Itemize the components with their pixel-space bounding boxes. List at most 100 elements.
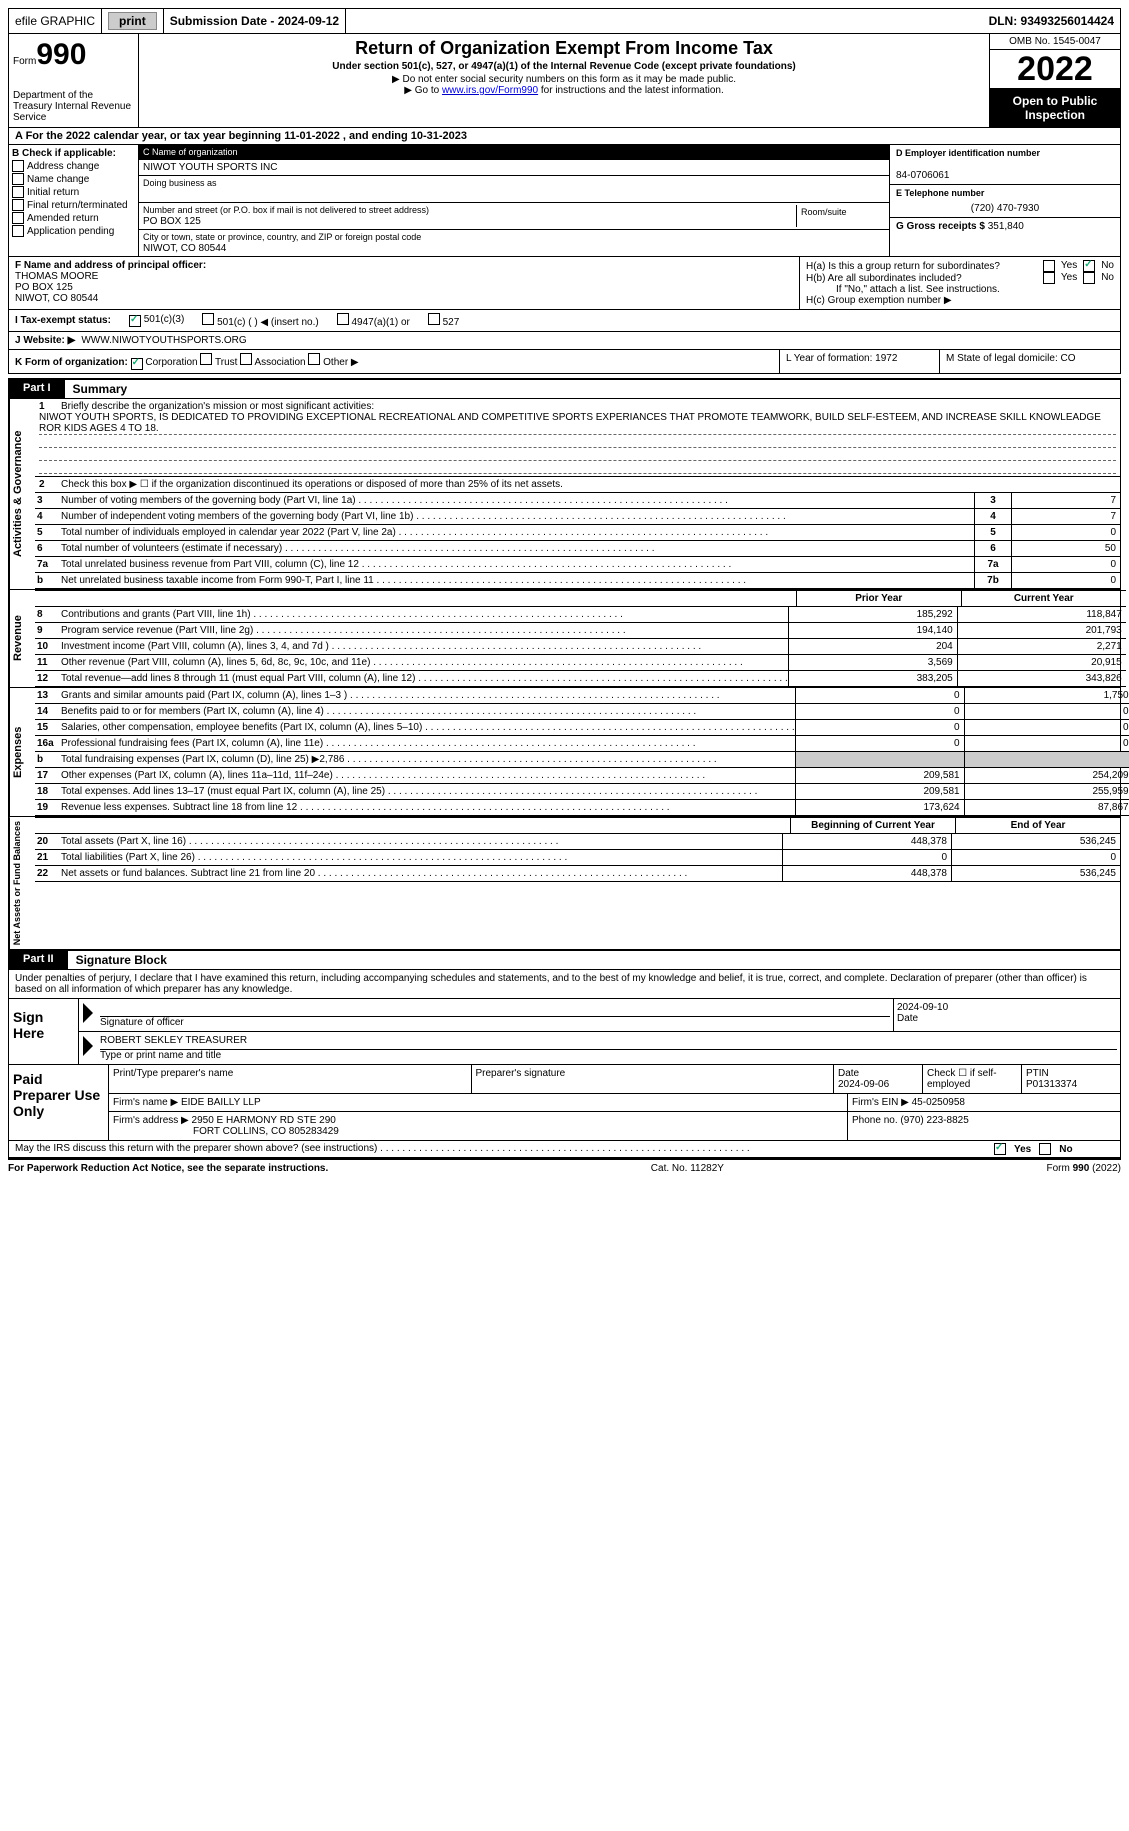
- website-value: WWW.NIWOTYOUTHSPORTS.ORG: [81, 335, 246, 346]
- chk-4947[interactable]: [337, 313, 349, 325]
- print-name-label: Type or print name and title: [100, 1050, 221, 1061]
- city-label: City or town, state or province, country…: [143, 232, 421, 242]
- ha-no[interactable]: [1083, 260, 1095, 272]
- line2-text: Check this box ▶ ☐ if the organization d…: [61, 479, 563, 490]
- sig-date-value: 2024-09-10: [897, 1002, 1117, 1013]
- print-button[interactable]: print: [108, 12, 157, 30]
- chk-527[interactable]: [428, 313, 440, 325]
- discuss-yes-chk[interactable]: [994, 1143, 1006, 1155]
- sig-date-label: Date: [897, 1013, 918, 1024]
- expense-line: 18Total expenses. Add lines 13–17 (must …: [35, 784, 1129, 800]
- top-bar: efile GRAPHIC print Submission Date - 20…: [8, 8, 1121, 34]
- f-label: F Name and address of principal officer:: [15, 260, 206, 271]
- chk-corp[interactable]: [131, 358, 143, 370]
- revenue-line: 11Other revenue (Part VIII, column (A), …: [35, 655, 1126, 671]
- ha-label: H(a) Is this a group return for subordin…: [806, 261, 1000, 272]
- klm-row: K Form of organization: Corporation Trus…: [8, 350, 1121, 374]
- chk-501c[interactable]: [202, 313, 214, 325]
- firm-ein-value: 45-0250958: [912, 1097, 965, 1108]
- form-title: Return of Organization Exempt From Incom…: [143, 38, 985, 59]
- hdr-beginning: Beginning of Current Year: [790, 818, 955, 833]
- subtitle-3: ▶ Go to www.irs.gov/Form990 for instruct…: [143, 85, 985, 96]
- submission-date: Submission Date - 2024-09-12: [164, 9, 346, 33]
- netassets-section: Net Assets or Fund Balances Beginning of…: [8, 817, 1121, 950]
- open-inspection: Open to Public Inspection: [990, 89, 1120, 127]
- expenses-section: Expenses 13Grants and similar amounts pa…: [8, 688, 1121, 817]
- netassets-line: 20Total assets (Part X, line 16)448,3785…: [35, 834, 1120, 850]
- officer-addr2: NIWOT, CO 80544: [15, 293, 98, 304]
- sig-declaration: Under penalties of perjury, I declare th…: [8, 970, 1121, 999]
- firm-name-value: EIDE BAILLY LLP: [181, 1097, 261, 1108]
- c-name-label: C Name of organization: [143, 147, 238, 157]
- room-label: Room/suite: [801, 207, 847, 217]
- website-row: J Website: ▶ WWW.NIWOTYOUTHSPORTS.ORG: [8, 332, 1121, 350]
- mission-text: NIWOT YOUTH SPORTS, IS DEDICATED TO PROV…: [39, 412, 1116, 435]
- page-footer: For Paperwork Reduction Act Notice, see …: [8, 1158, 1121, 1177]
- paid-preparer-block: Paid Preparer Use Only Print/Type prepar…: [8, 1065, 1121, 1141]
- triangle-icon: [83, 1036, 93, 1056]
- chk-final-return[interactable]: [12, 199, 24, 211]
- firm-addr1: 2950 E HARMONY RD STE 290: [192, 1115, 336, 1126]
- officer-addr1: PO BOX 125: [15, 282, 73, 293]
- part1-tab: Part I: [9, 380, 65, 398]
- hb-note: If "No," attach a list. See instructions…: [806, 284, 1114, 295]
- chk-application-pending[interactable]: [12, 225, 24, 237]
- l-year-formation: L Year of formation: 1972: [780, 350, 940, 373]
- hdr-current-year: Current Year: [961, 591, 1126, 606]
- discuss-row: May the IRS discuss this return with the…: [8, 1141, 1121, 1158]
- footer-paperwork: For Paperwork Reduction Act Notice, see …: [8, 1163, 328, 1174]
- info-grid: B Check if applicable: Address change Na…: [8, 145, 1121, 257]
- prep-name-label: Print/Type preparer's name: [113, 1068, 233, 1079]
- chk-501c3[interactable]: [129, 315, 141, 327]
- form-header: Form990 Department of the Treasury Inter…: [8, 34, 1121, 128]
- street-label: Number and street (or P.O. box if mail i…: [143, 205, 429, 215]
- hdr-end: End of Year: [955, 818, 1120, 833]
- phone-value: (720) 470-7930: [896, 203, 1114, 214]
- form-number-block: Form990: [13, 38, 134, 72]
- hb-label: H(b) Are all subordinates included?: [806, 273, 962, 284]
- vert-revenue: Revenue: [9, 590, 35, 687]
- chk-amended-return[interactable]: [12, 212, 24, 224]
- chk-other[interactable]: [308, 353, 320, 365]
- chk-initial-return[interactable]: [12, 186, 24, 198]
- netassets-line: 22Net assets or fund balances. Subtract …: [35, 866, 1120, 882]
- prep-date-value: 2024-09-06: [838, 1079, 889, 1090]
- m-state: M State of legal domicile: CO: [940, 350, 1120, 373]
- vert-netassets: Net Assets or Fund Balances: [9, 817, 35, 949]
- tax-year: 2022: [990, 50, 1120, 89]
- revenue-line: 10Investment income (Part VIII, column (…: [35, 639, 1126, 655]
- chk-address-change[interactable]: [12, 160, 24, 172]
- chk-trust[interactable]: [200, 353, 212, 365]
- chk-assoc[interactable]: [240, 353, 252, 365]
- expense-line: bTotal fundraising expenses (Part IX, co…: [35, 752, 1129, 768]
- irs-link[interactable]: www.irs.gov/Form990: [442, 85, 538, 96]
- prep-date-label: Date: [838, 1068, 859, 1079]
- discuss-text: May the IRS discuss this return with the…: [15, 1143, 377, 1154]
- firm-phone-label: Phone no.: [852, 1115, 898, 1126]
- prep-sig-label: Preparer's signature: [476, 1068, 566, 1079]
- part2-title: Signature Block: [68, 951, 175, 969]
- summary-line: 3Number of voting members of the governi…: [35, 493, 1120, 509]
- chk-name-change[interactable]: [12, 173, 24, 185]
- ptin-value: P01313374: [1026, 1079, 1077, 1090]
- firm-phone-value: (970) 223-8825: [900, 1115, 968, 1126]
- revenue-line: 12Total revenue—add lines 8 through 11 (…: [35, 671, 1126, 687]
- sign-here-block: Sign Here Signature of officer 2024-09-1…: [8, 999, 1121, 1065]
- officer-print-name: ROBERT SEKLEY TREASURER: [100, 1035, 1117, 1050]
- hb-no[interactable]: [1083, 272, 1095, 284]
- discuss-no-chk[interactable]: [1039, 1143, 1051, 1155]
- vert-expenses: Expenses: [9, 688, 35, 816]
- expense-line: 17Other expenses (Part IX, column (A), l…: [35, 768, 1129, 784]
- firm-addr-label: Firm's address ▶: [113, 1115, 189, 1126]
- summary-line: 7aTotal unrelated business revenue from …: [35, 557, 1120, 573]
- hb-yes[interactable]: [1043, 272, 1055, 284]
- expense-line: 19Revenue less expenses. Subtract line 1…: [35, 800, 1129, 816]
- revenue-section: Revenue Prior Year Current Year 8Contrib…: [8, 590, 1121, 688]
- ein-value: 84-0706061: [896, 170, 949, 181]
- ha-yes[interactable]: [1043, 260, 1055, 272]
- triangle-icon: [83, 1003, 93, 1023]
- subtitle-1: Under section 501(c), 527, or 4947(a)(1)…: [143, 61, 985, 72]
- city-value: NIWOT, CO 80544: [143, 243, 226, 254]
- subtitle-2: ▶ Do not enter social security numbers o…: [143, 74, 985, 85]
- sign-here-label: Sign Here: [9, 999, 79, 1064]
